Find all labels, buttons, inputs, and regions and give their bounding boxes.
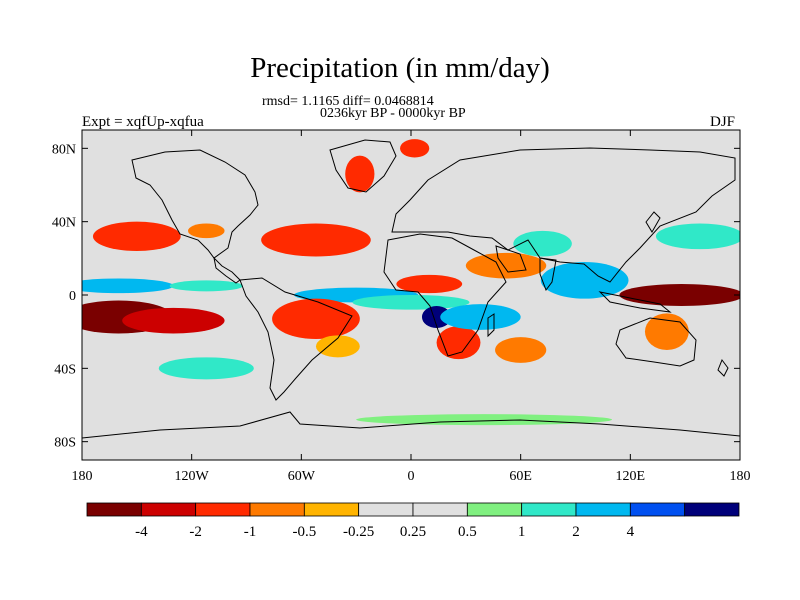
stats-line: rmsd= 1.1165 diff= 0.0468814 — [262, 94, 434, 109]
anomaly-region — [440, 304, 521, 330]
anomaly-region — [272, 298, 360, 340]
y-tick-label: 80S — [54, 436, 76, 451]
coastline-antarctica — [82, 411, 740, 439]
anomaly-region — [356, 414, 613, 426]
anomaly-region — [188, 223, 225, 239]
colorbar-label: 0.25 — [400, 524, 426, 540]
anomaly-region — [619, 284, 740, 306]
coastline-madagascar — [487, 313, 495, 338]
anomaly-region — [436, 326, 481, 360]
anomaly-region — [352, 295, 470, 310]
colorbar-swatch — [575, 502, 631, 517]
x-axis: 180 120W 60W 0 60E 120E 180 — [72, 130, 751, 484]
coastline-africa — [383, 233, 507, 357]
y-tick-label: 80N — [52, 142, 76, 157]
coastline-india — [539, 257, 557, 292]
chart-title: Precipitation (in mm/day) — [250, 52, 550, 84]
x-tick-label: 0 — [408, 469, 415, 484]
anomaly-region — [158, 357, 254, 380]
x-tick-label: 60E — [509, 469, 532, 484]
colorbar-swatch — [466, 502, 523, 517]
anomaly-region — [315, 335, 360, 358]
y-tick-label: 40S — [54, 362, 76, 377]
x-tick-label: 180 — [730, 469, 751, 484]
season-label: DJF — [710, 114, 736, 130]
x-tick-label: 60W — [288, 469, 316, 484]
colorbar-label: 4 — [627, 524, 635, 540]
colorbar-swatch — [86, 502, 142, 517]
coastline-greenland — [329, 139, 397, 193]
coastline-arabia — [495, 245, 527, 273]
anomaly-region — [655, 223, 740, 250]
coastline-indonesia — [598, 291, 672, 313]
x-tick-label: 180 — [72, 469, 93, 484]
colorbar-swatch — [195, 502, 251, 517]
coastline-japan — [645, 211, 661, 233]
coastline-south-america — [239, 277, 353, 401]
colorbar-swatch — [684, 502, 740, 517]
anomaly-field — [82, 139, 740, 426]
anomaly-region — [345, 155, 375, 193]
anomaly-region — [92, 221, 181, 251]
y-tick-label: 40N — [52, 216, 76, 231]
anomaly-region — [644, 313, 689, 350]
colorbar-swatch — [303, 502, 360, 517]
colorbar-label: -0.25 — [343, 524, 374, 540]
y-axis: 80N 40N 0 40S 80S — [52, 142, 740, 451]
coastlines — [82, 139, 740, 439]
colorbar-label: 0.5 — [458, 524, 477, 540]
colorbar-swatch — [412, 502, 468, 517]
colorbar-label: 2 — [572, 524, 580, 540]
anomaly-region — [169, 280, 243, 292]
coastline-new-zealand — [717, 358, 729, 377]
colorbar-label: -0.5 — [292, 524, 316, 540]
coastline-eurasia — [391, 147, 736, 283]
anomaly-region — [396, 274, 463, 294]
colorbar-swatch — [629, 502, 686, 517]
coastline-north-america — [131, 149, 259, 259]
anomaly-region — [261, 223, 371, 257]
colorbar-swatch — [521, 502, 577, 517]
coastline-central-america — [213, 256, 241, 284]
anomaly-region — [513, 230, 572, 257]
period-line: 0236kyr BP - 0000kyr BP — [320, 106, 466, 121]
experiment-label: Expt = xqfUp-xqfua — [82, 114, 204, 130]
colorbar-swatch — [249, 502, 305, 517]
anomaly-region — [421, 306, 452, 328]
colorbar: -4 -2 -1 -0.5 -0.25 0.25 0.5 1 2 4 — [86, 502, 740, 540]
colorbar-swatch — [140, 502, 197, 517]
colorbar-label: -4 — [135, 524, 148, 540]
y-tick-label: 0 — [69, 289, 76, 304]
coastline-australia — [615, 317, 697, 367]
x-tick-label: 120E — [616, 469, 646, 484]
anomaly-region — [465, 252, 547, 279]
anomaly-region — [122, 307, 225, 334]
anomaly-region — [495, 337, 547, 363]
anomaly-region — [400, 139, 430, 158]
anomaly-region — [82, 278, 174, 294]
colorbar-label: 1 — [518, 524, 526, 540]
colorbar-label: -1 — [244, 524, 257, 540]
x-tick-label: 120W — [175, 469, 210, 484]
colorbar-swatch — [358, 502, 414, 517]
colorbar-label: -2 — [189, 524, 202, 540]
anomaly-region — [540, 262, 629, 299]
